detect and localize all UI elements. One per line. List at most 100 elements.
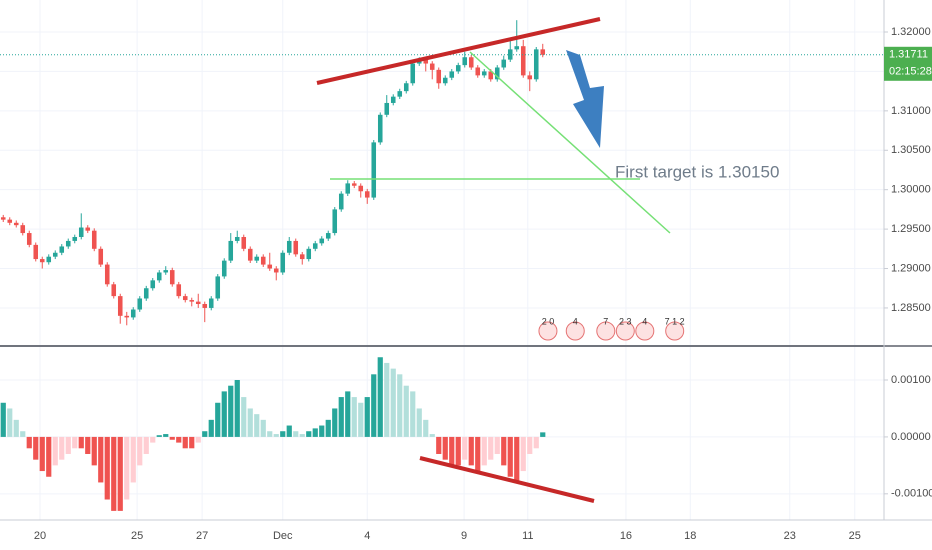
histogram-bar — [429, 434, 435, 437]
histogram-bar — [416, 408, 422, 437]
histogram-bar — [267, 431, 273, 437]
candle-body — [455, 65, 461, 72]
histogram-bar — [312, 428, 318, 437]
histogram-bar — [501, 436, 507, 466]
histogram-bar — [39, 436, 45, 472]
candle-body — [371, 142, 377, 198]
histogram-bar — [280, 431, 286, 437]
candle-body — [462, 57, 468, 66]
y-tick-label: 0.00100 — [891, 374, 931, 386]
candle-body — [156, 272, 162, 281]
histogram-bar — [533, 436, 539, 449]
histogram-bar — [436, 436, 442, 454]
histogram-bar — [202, 431, 208, 437]
candle-body — [494, 67, 500, 80]
candle-body — [325, 233, 331, 239]
last-price-label: 1.31711 — [889, 49, 928, 61]
candle-body — [533, 49, 539, 80]
event-label: 7 1 2 — [665, 316, 685, 326]
x-tick-label: 23 — [784, 530, 796, 542]
axis-labels: 20 25 27 Dec 4 9 11 16 18 23 25 1.28500 1.29000 1.295… — [34, 26, 932, 542]
histogram-bar — [85, 436, 91, 454]
histogram-bar — [221, 391, 227, 437]
countdown-label: 02:15:28 — [889, 66, 932, 78]
candle-body — [410, 63, 416, 84]
candle-body — [39, 259, 45, 263]
candle-body — [254, 256, 260, 261]
down-arrow — [566, 50, 604, 148]
event-icon — [565, 321, 585, 341]
x-tick-label: 27 — [196, 530, 208, 542]
histogram-bar — [462, 436, 468, 460]
candle-body — [104, 264, 110, 285]
candle-body — [182, 296, 188, 301]
histogram-bar — [104, 436, 110, 500]
candle-body — [280, 252, 286, 273]
candle-body — [33, 244, 39, 260]
histogram-bar — [397, 374, 403, 437]
candle-body — [228, 240, 234, 261]
candle-body — [65, 240, 71, 247]
diagonal-line — [469, 51, 671, 234]
histogram-bar — [7, 408, 13, 437]
candle-body — [176, 284, 182, 297]
candle-body — [26, 233, 32, 245]
event-label: 2 0 — [542, 316, 555, 326]
histogram-bar — [208, 419, 214, 437]
histogram-bar — [189, 436, 195, 449]
histogram-bar — [325, 419, 331, 437]
candle-body — [358, 185, 364, 192]
candle-body — [488, 71, 494, 80]
histogram-bar — [540, 432, 546, 437]
event-label: 4 — [573, 316, 578, 326]
event-icon — [615, 321, 635, 341]
histogram-bar — [182, 436, 188, 449]
histogram-bar — [306, 431, 312, 437]
histogram-bar — [377, 357, 383, 437]
histogram-bar — [488, 436, 494, 460]
histogram-bar — [468, 436, 474, 466]
candle-body — [332, 209, 338, 234]
histogram-bar — [286, 425, 292, 437]
histogram-bar — [78, 436, 84, 449]
histogram-bar — [111, 436, 117, 511]
histogram-bar — [410, 391, 416, 437]
candle-body — [501, 59, 507, 68]
histogram-bar — [215, 402, 221, 437]
histogram-bar — [91, 436, 97, 466]
histogram-bar — [26, 436, 32, 449]
histogram-bar — [475, 436, 481, 472]
candle-body — [91, 230, 97, 249]
histogram-bar — [234, 380, 240, 437]
histogram-bar — [163, 434, 169, 437]
event-icon — [635, 321, 655, 341]
histogram-bar — [130, 436, 136, 483]
histogram-bar — [351, 397, 357, 437]
candle-body — [52, 252, 58, 257]
histogram-bar — [390, 368, 396, 437]
event-icon — [665, 321, 685, 341]
candle-body — [293, 240, 299, 255]
candle-body — [260, 256, 266, 265]
histogram-bar — [384, 362, 390, 437]
candle-body — [124, 315, 130, 318]
trend-line — [316, 17, 601, 85]
x-tick-label: Dec — [273, 530, 293, 542]
histogram-bar — [0, 402, 6, 437]
candle-body — [345, 183, 351, 194]
candle-body — [72, 236, 78, 241]
candle-body — [163, 270, 169, 273]
candle-body — [468, 57, 474, 68]
event-label: 7 — [603, 316, 608, 326]
histogram-bar — [98, 436, 104, 483]
event-label: 2 3 — [619, 316, 632, 326]
histogram-bar — [52, 436, 58, 466]
candle-body — [312, 243, 318, 249]
histogram-bar — [195, 436, 201, 443]
candle-body — [247, 248, 253, 261]
histogram-bar — [247, 408, 253, 437]
candle-body — [111, 284, 117, 297]
candle-body — [195, 301, 201, 305]
histogram-bar — [338, 397, 344, 437]
candle-body — [215, 276, 221, 299]
